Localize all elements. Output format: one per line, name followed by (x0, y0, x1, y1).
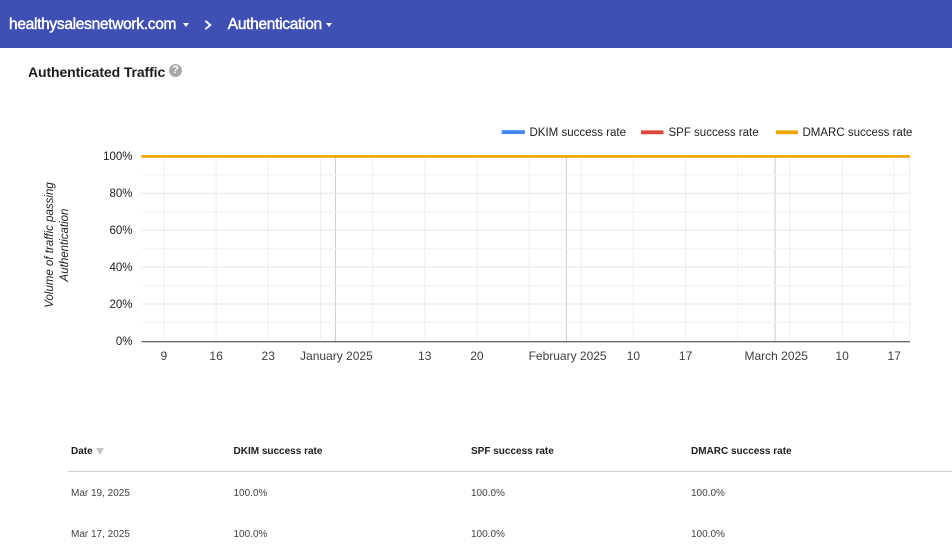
svg-text:17: 17 (888, 349, 902, 363)
svg-text:SPF success rate: SPF success rate (669, 127, 759, 139)
svg-text:January 2025: January 2025 (300, 349, 373, 363)
svg-text:20%: 20% (109, 299, 132, 311)
svg-text:60%: 60% (109, 225, 132, 237)
svg-text:17: 17 (679, 349, 693, 363)
svg-text:13: 13 (418, 349, 432, 363)
svg-text:February 2025: February 2025 (529, 349, 607, 363)
svg-text:40%: 40% (109, 262, 132, 274)
svg-text:March 2025: March 2025 (745, 349, 809, 363)
svg-text:DKIM success rate: DKIM success rate (530, 127, 627, 139)
svg-text:Authentication: Authentication (59, 209, 71, 283)
svg-text:20: 20 (470, 349, 484, 363)
svg-text:Volume of traffic passing: Volume of traffic passing (44, 182, 56, 308)
svg-text:DMARC success rate: DMARC success rate (803, 127, 913, 139)
svg-text:23: 23 (262, 349, 276, 363)
svg-text:0%: 0% (116, 336, 133, 348)
svg-text:10: 10 (627, 349, 641, 363)
svg-text:100%: 100% (103, 151, 132, 163)
svg-text:16: 16 (209, 349, 223, 363)
svg-text:10: 10 (835, 349, 849, 363)
svg-text:9: 9 (161, 349, 168, 363)
svg-text:80%: 80% (109, 188, 132, 200)
